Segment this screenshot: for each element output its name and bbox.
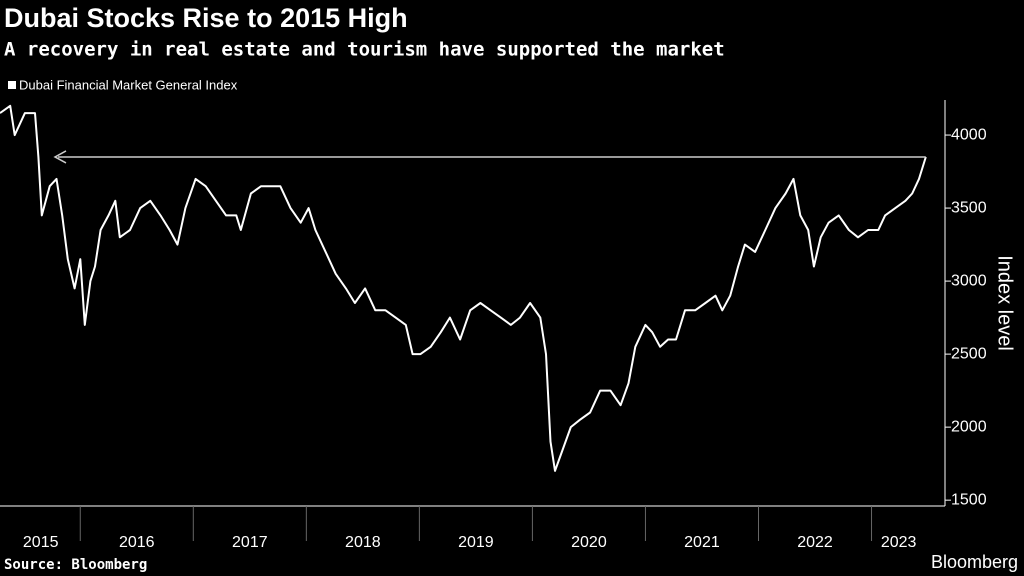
source: Source: Bloomberg <box>4 557 147 573</box>
x-tick-label: 2018 <box>345 534 381 551</box>
x-tick-label: 2017 <box>232 534 268 551</box>
x-tick-label: 2020 <box>571 534 607 551</box>
legend-label: Dubai Financial Market General Index <box>19 77 238 92</box>
chart-subtitle: A recovery in real estate and tourism ha… <box>4 39 725 61</box>
y-tick-label: 2500 <box>951 345 987 362</box>
y-tick-label: 2000 <box>951 418 987 435</box>
chart-title: Dubai Stocks Rise to 2015 High <box>4 3 408 33</box>
y-tick-label: 4000 <box>951 126 987 143</box>
line-series <box>0 104 927 472</box>
y-tick-label: 3000 <box>951 272 987 289</box>
x-tick-label: 2023 <box>881 534 917 551</box>
legend-swatch <box>8 81 16 89</box>
x-tick-label: 2021 <box>684 534 720 551</box>
x-tick-label: 2015 <box>23 534 59 551</box>
y-tick-label: 3500 <box>951 199 987 216</box>
x-tick-label: 2022 <box>797 534 833 551</box>
y-tick-label: 1500 <box>951 491 987 508</box>
x-tick-label: 2016 <box>119 534 155 551</box>
x-tick-label: 2019 <box>458 534 494 551</box>
arrow-head <box>53 150 67 164</box>
y-axis-label: Index level <box>994 255 1016 351</box>
brand: Bloomberg <box>931 552 1018 572</box>
